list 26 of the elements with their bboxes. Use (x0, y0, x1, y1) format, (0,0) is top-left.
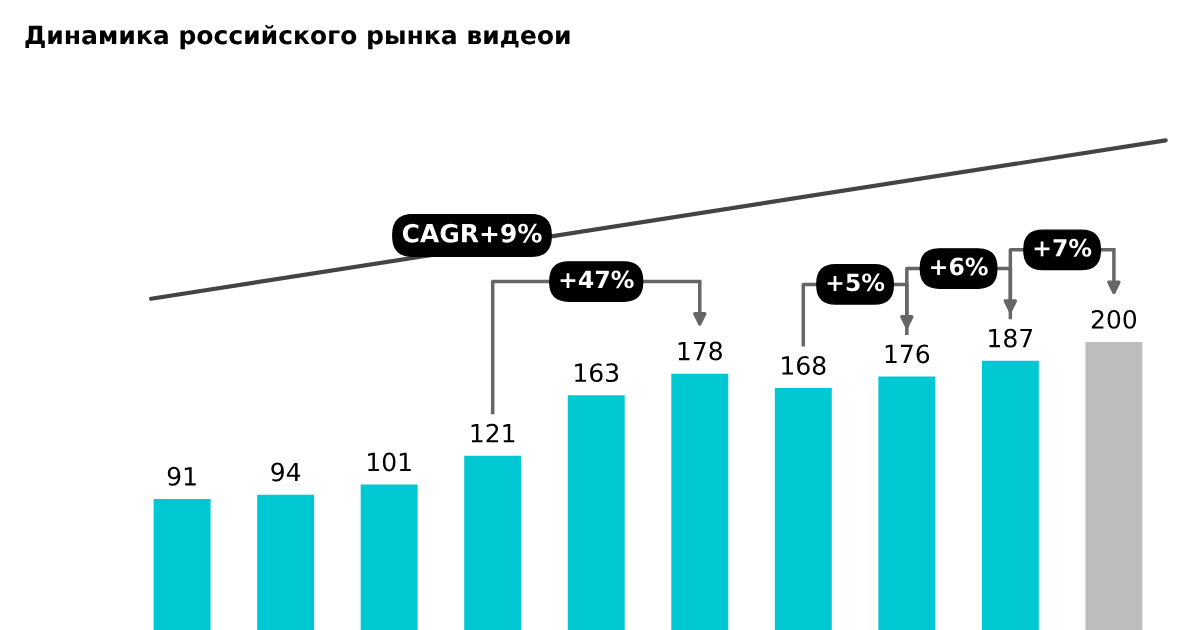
bar (464, 455, 522, 630)
data-label: 163 (575, 363, 619, 383)
data-label: 178 (678, 341, 722, 361)
data-label: 101 (368, 452, 411, 472)
bar (360, 484, 418, 630)
bar (257, 494, 315, 630)
chart-title: Динамика российского рынка видеои (25, 24, 570, 50)
bar (774, 388, 832, 630)
bar (567, 395, 625, 630)
data-label: 200 (1091, 309, 1137, 329)
data-label: 168 (782, 355, 826, 375)
data-label: 121 (471, 423, 515, 443)
bar (981, 360, 1039, 630)
text: +5% (827, 273, 885, 292)
text: +6% (931, 257, 988, 276)
bar (671, 373, 729, 630)
bar (1085, 342, 1143, 630)
bar (878, 376, 936, 630)
data-label: 176 (885, 344, 930, 364)
data-label: 91 (167, 466, 196, 486)
text: +7% (1034, 238, 1092, 257)
bar (153, 498, 211, 630)
data-label: 94 (271, 462, 301, 482)
text: +47% (560, 270, 634, 289)
data-label: 187 (989, 328, 1033, 348)
text: CAGR+9% (402, 223, 542, 243)
